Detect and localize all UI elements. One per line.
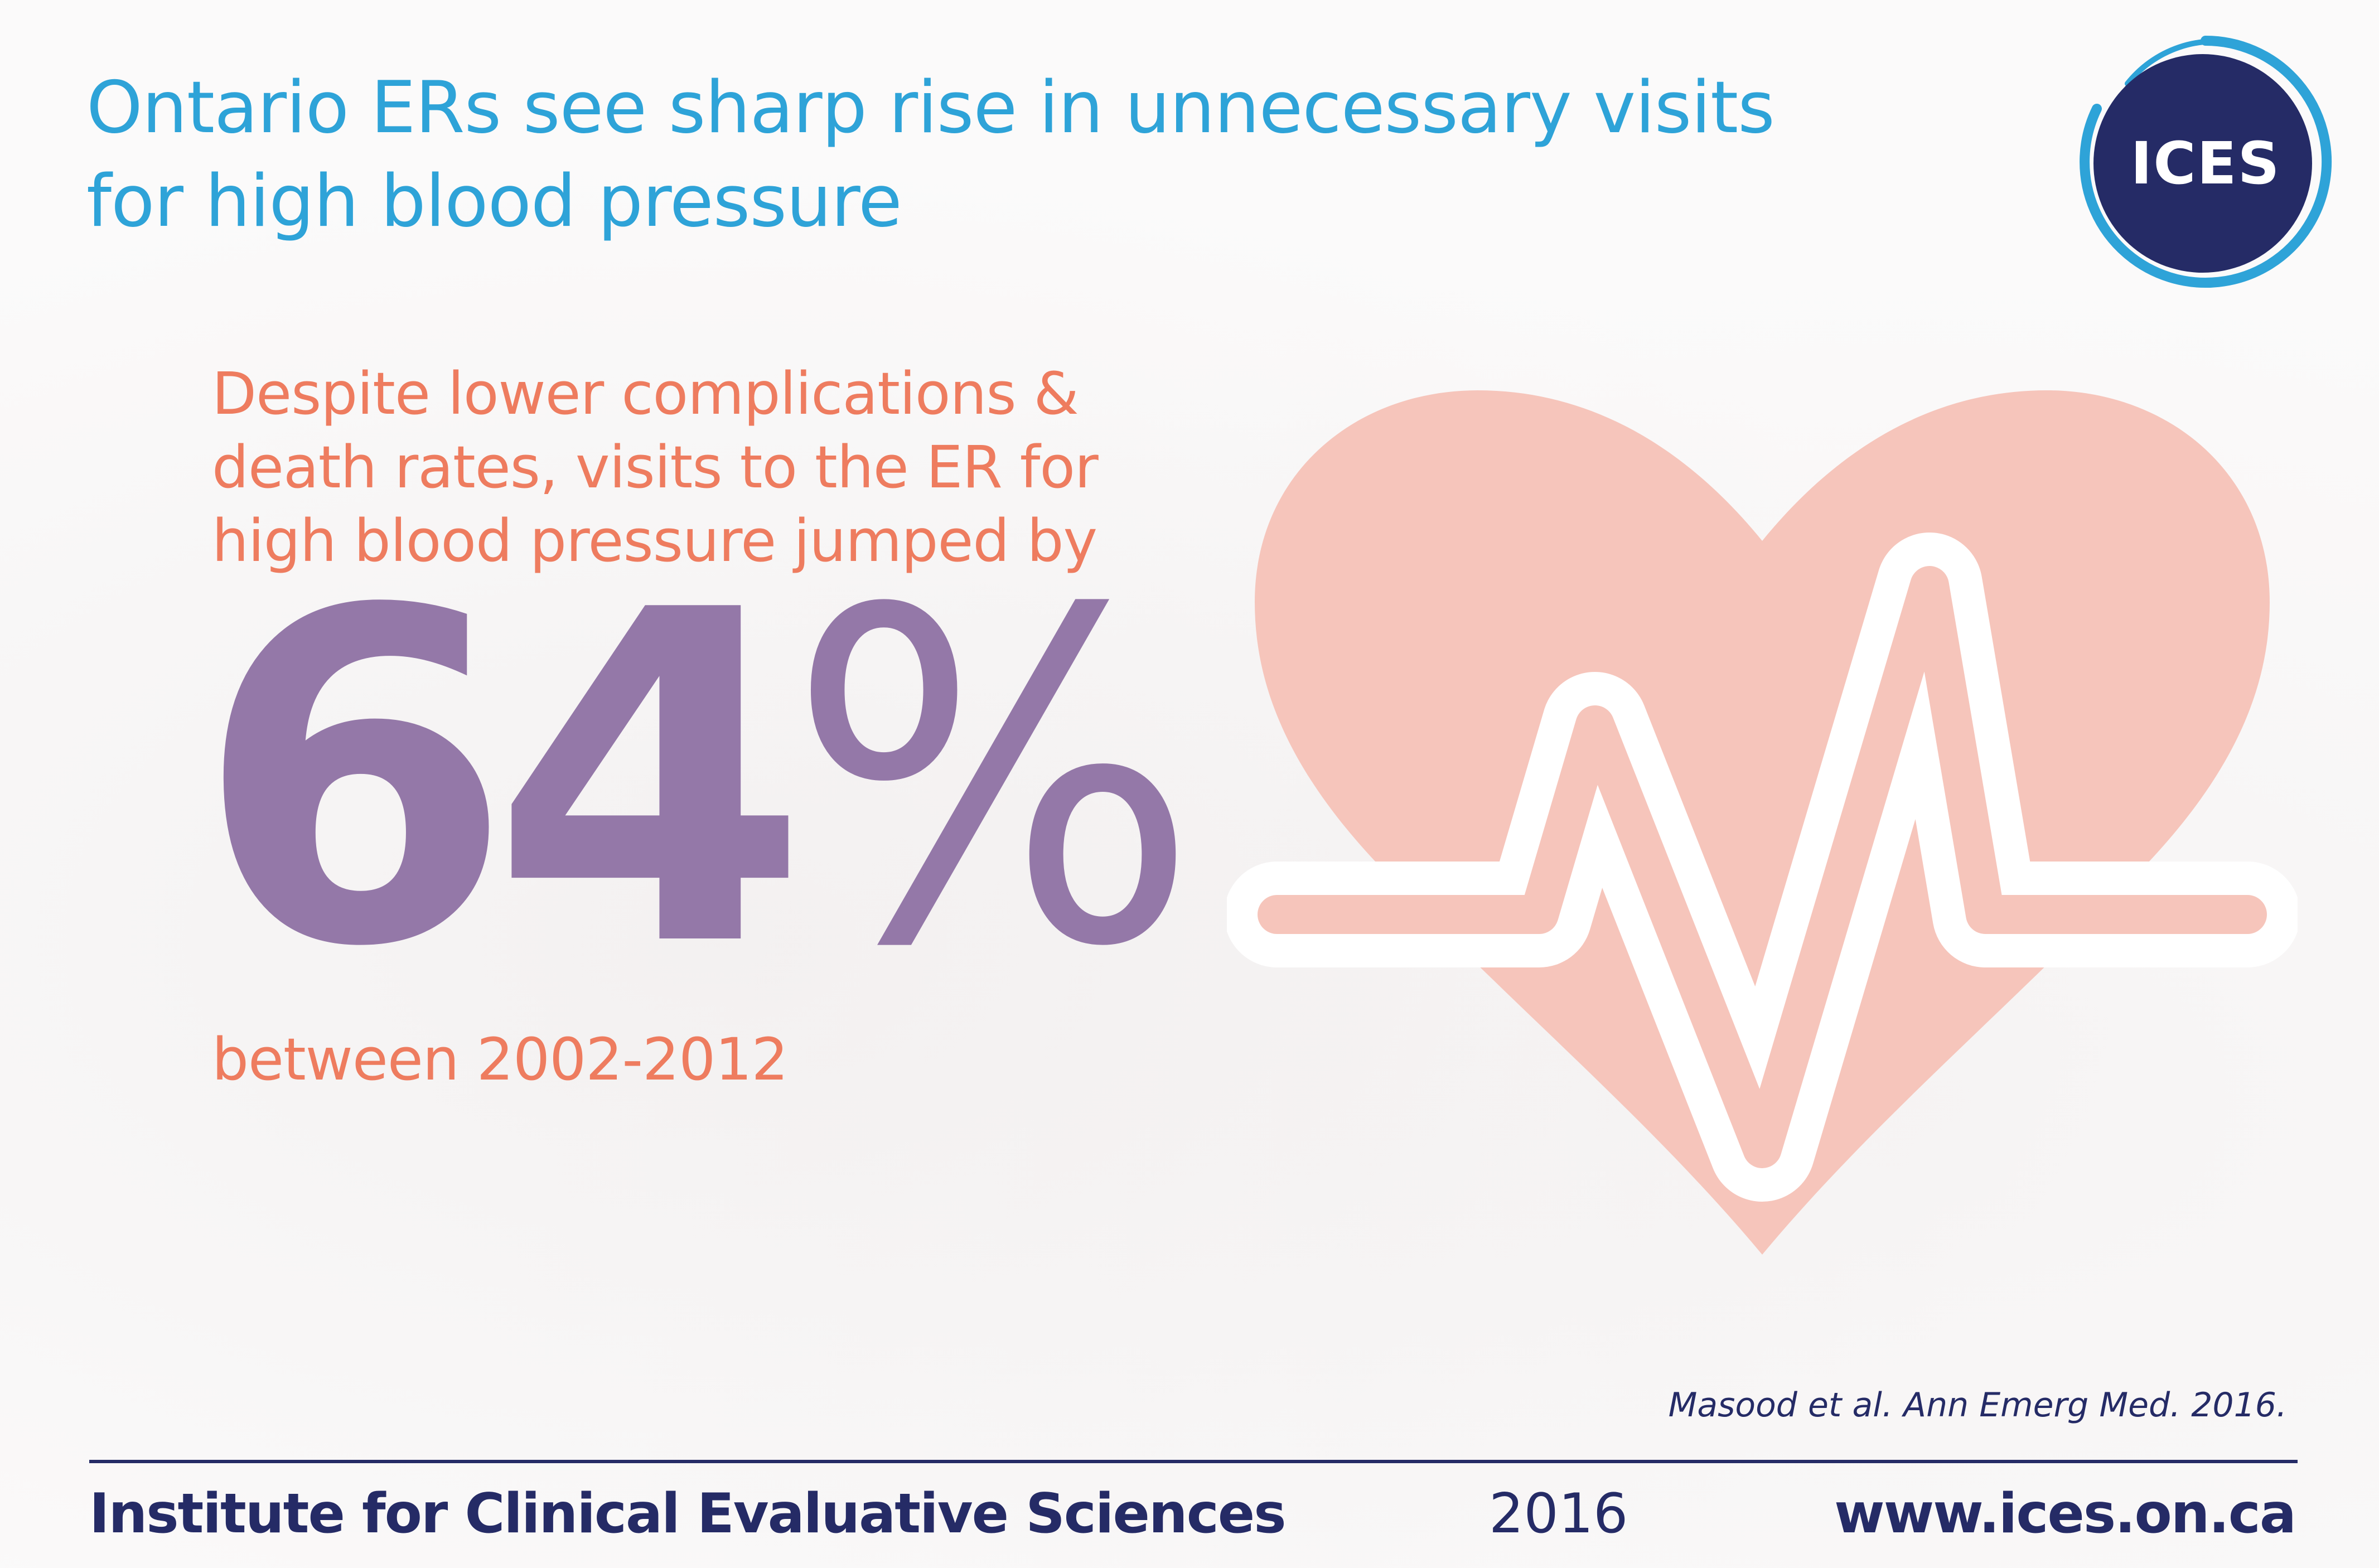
citation: Masood et al. Ann Emerg Med. 2016. — [1668, 1386, 2287, 1425]
lead-line-3: high blood pressure jumped by — [212, 507, 1097, 575]
stat-unit: % — [787, 515, 1200, 1047]
footer-divider — [89, 1460, 2298, 1463]
headline: Ontario ERs see sharp rise in unnecessar… — [86, 61, 1982, 249]
stat-value: 64% — [195, 515, 1221, 1047]
footer-url-link[interactable]: www.ices.on.ca — [1834, 1482, 2296, 1546]
logo-badge-icon — [2080, 36, 2332, 288]
logo-text: ICES — [2130, 129, 2281, 197]
footer-organization: Institute for Clinical Evaluative Scienc… — [89, 1482, 1287, 1546]
headline-line-1: Ontario ERs see sharp rise in unnecessar… — [86, 66, 1775, 149]
stat-number: 64 — [195, 515, 809, 1047]
headline-line-2: for high blood pressure — [86, 160, 902, 243]
stat-period: between 2002-2012 — [212, 1025, 789, 1093]
lead-line-1: Despite lower complications & — [212, 360, 1079, 428]
lead-text: Despite lower complications & death rate… — [212, 357, 1160, 578]
heartbeat-heart-icon — [1227, 390, 2298, 1255]
footer-year: 2016 — [1489, 1482, 1628, 1546]
ices-logo: ICES — [2075, 31, 2337, 293]
lead-line-2: death rates, visits to the ER for — [212, 433, 1099, 501]
